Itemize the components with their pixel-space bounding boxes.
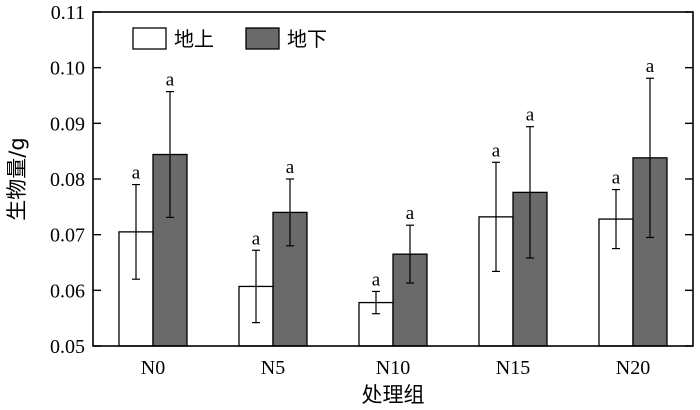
significance-labels-layer: a a a a a a a a a a <box>132 56 655 290</box>
legend-label: 地下 <box>287 27 327 51</box>
error-bar <box>612 188 620 250</box>
error-bar <box>406 224 414 284</box>
significance-label: a <box>252 228 261 249</box>
significance-label: a <box>286 157 295 178</box>
x-axis-ticks: N0 N5 N10 N15 N20 <box>141 338 650 379</box>
bars-layer <box>118 153 668 347</box>
significance-label: a <box>406 203 415 224</box>
y-tick-label: 0.11 <box>51 2 85 24</box>
significance-label: a <box>492 140 501 161</box>
error-bar <box>526 126 534 259</box>
y-tick-label: 0.09 <box>50 113 85 135</box>
error-bar <box>372 290 380 315</box>
significance-label: a <box>612 168 621 189</box>
legend-swatch-aboveground <box>132 27 167 50</box>
bar-belowground <box>512 191 548 347</box>
legend: 地上 地下 <box>132 27 327 51</box>
error-bar <box>132 183 140 280</box>
y-axis-title: 生物量/g <box>5 137 29 220</box>
x-axis-title: 处理组 <box>362 383 425 407</box>
error-bar <box>492 161 500 273</box>
legend-swatch-belowground <box>245 27 280 50</box>
x-tick-label: N10 <box>376 357 410 379</box>
significance-label: a <box>132 163 141 184</box>
x-tick-label: N0 <box>141 357 165 379</box>
significance-label: a <box>526 105 535 126</box>
plot-frame <box>92 11 694 347</box>
x-tick-label: N20 <box>616 357 650 379</box>
y-tick-label: 0.06 <box>50 280 85 302</box>
legend-label: 地上 <box>174 27 214 51</box>
error-bar <box>286 178 294 247</box>
significance-label: a <box>646 56 655 77</box>
significance-label: a <box>166 70 175 91</box>
significance-label: a <box>372 269 381 290</box>
x-tick-label: N15 <box>496 357 530 379</box>
x-tick-label: N5 <box>261 357 285 379</box>
error-bars-layer <box>132 77 654 324</box>
y-tick-label: 0.07 <box>50 225 85 247</box>
error-bar <box>646 77 654 239</box>
error-bar <box>252 249 260 324</box>
y-tick-label: 0.05 <box>50 336 85 358</box>
y-tick-label: 0.08 <box>50 169 85 191</box>
y-tick-label: 0.10 <box>50 58 85 80</box>
error-bar <box>166 91 174 219</box>
